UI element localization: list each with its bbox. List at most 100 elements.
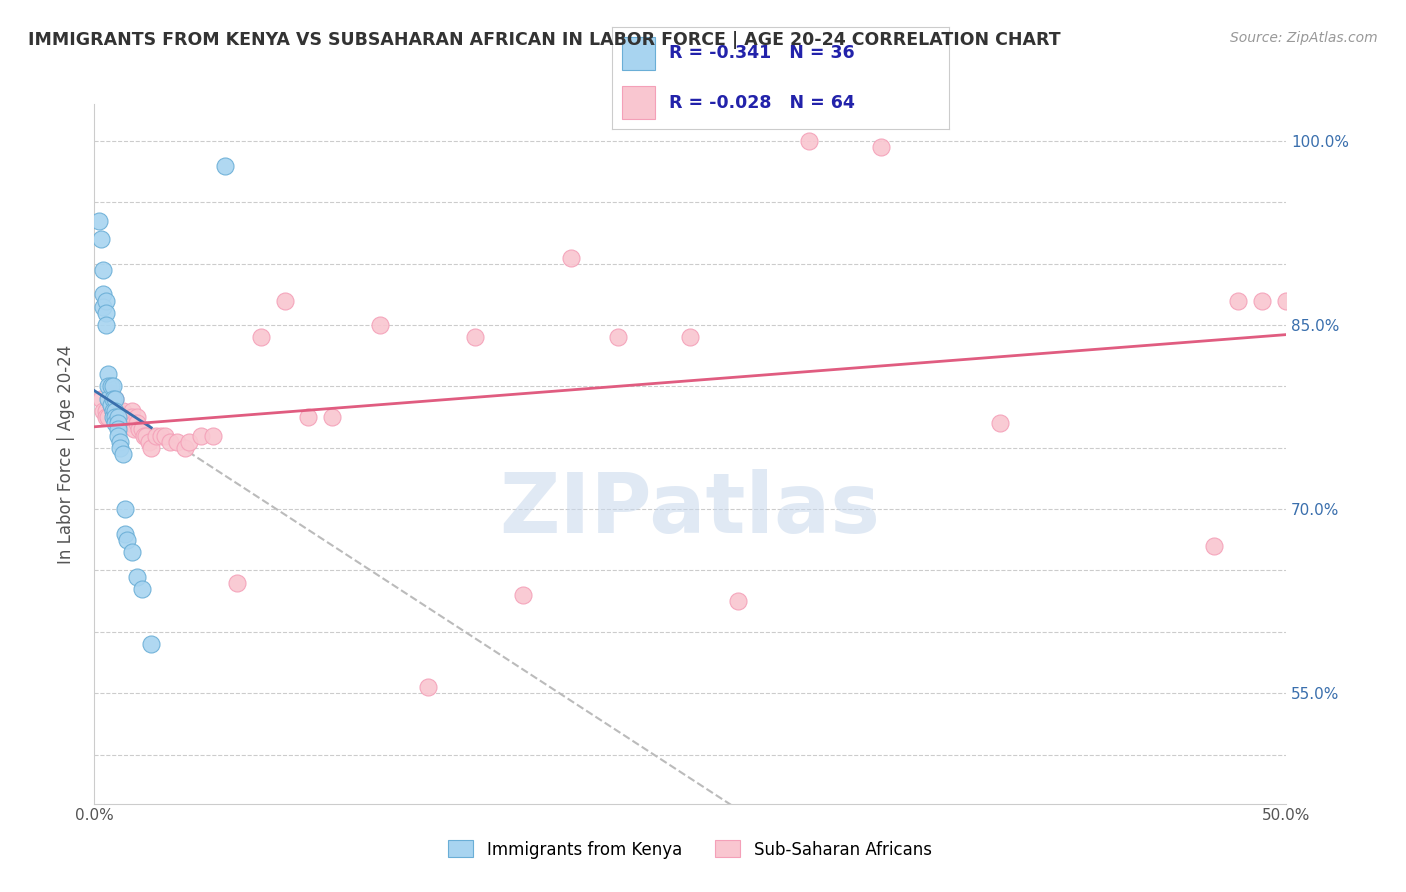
Point — [464, 330, 486, 344]
Point — [101, 404, 124, 418]
Point — [100, 398, 122, 412]
Point — [97, 410, 120, 425]
Point — [104, 404, 127, 418]
Point — [101, 379, 124, 393]
Point — [107, 410, 129, 425]
Point — [111, 404, 134, 418]
Point — [94, 404, 117, 418]
Legend: Immigrants from Kenya, Sub-Saharan Africans: Immigrants from Kenya, Sub-Saharan Afric… — [441, 834, 938, 865]
Point — [226, 575, 249, 590]
Point — [117, 410, 139, 425]
Point — [797, 134, 820, 148]
Text: Source: ZipAtlas.com: Source: ZipAtlas.com — [1230, 31, 1378, 45]
Point — [104, 416, 127, 430]
Point — [101, 392, 124, 406]
Point — [988, 416, 1011, 430]
Point — [104, 398, 127, 412]
Point — [869, 140, 891, 154]
Point — [114, 410, 136, 425]
Point — [141, 441, 163, 455]
Point — [679, 330, 702, 344]
Point — [121, 410, 143, 425]
Point — [145, 428, 167, 442]
Point — [138, 434, 160, 449]
Point — [173, 441, 195, 455]
Point — [100, 385, 122, 400]
Point — [104, 392, 127, 406]
Text: R = -0.341   N = 36: R = -0.341 N = 36 — [669, 45, 855, 62]
Point — [93, 404, 115, 418]
Point — [107, 428, 129, 442]
Point — [94, 410, 117, 425]
Text: ZIPatlas: ZIPatlas — [499, 469, 880, 550]
Point — [607, 330, 630, 344]
Point — [321, 410, 343, 425]
Bar — [621, 37, 655, 70]
Point — [94, 293, 117, 308]
Point — [97, 367, 120, 381]
Point — [94, 306, 117, 320]
Point — [727, 594, 749, 608]
Point — [121, 545, 143, 559]
Point — [125, 416, 148, 430]
Point — [107, 404, 129, 418]
Text: R = -0.028   N = 64: R = -0.028 N = 64 — [669, 94, 855, 112]
Point — [94, 318, 117, 332]
Point — [118, 410, 141, 425]
Point — [118, 416, 141, 430]
Point — [101, 398, 124, 412]
Point — [416, 680, 439, 694]
Point — [132, 428, 155, 442]
Point — [159, 434, 181, 449]
Point — [125, 569, 148, 583]
Point — [155, 428, 177, 442]
Point — [108, 434, 131, 449]
Point — [273, 293, 295, 308]
Point — [93, 287, 115, 301]
Point — [90, 392, 112, 406]
Point — [104, 410, 127, 425]
Point — [100, 398, 122, 412]
Point — [108, 410, 131, 425]
Point — [124, 422, 146, 436]
Point — [97, 379, 120, 393]
Point — [214, 159, 236, 173]
Point — [1227, 293, 1250, 308]
Text: IMMIGRANTS FROM KENYA VS SUBSAHARAN AFRICAN IN LABOR FORCE | AGE 20-24 CORRELATI: IMMIGRANTS FROM KENYA VS SUBSAHARAN AFRI… — [28, 31, 1060, 49]
Point — [141, 637, 163, 651]
Point — [93, 263, 115, 277]
Point — [297, 410, 319, 425]
Point — [124, 416, 146, 430]
Point — [117, 533, 139, 547]
Point — [93, 300, 115, 314]
Point — [202, 428, 225, 442]
Point — [87, 213, 110, 227]
Point — [1275, 293, 1298, 308]
Point — [111, 410, 134, 425]
Point — [104, 392, 127, 406]
Point — [1251, 293, 1274, 308]
Bar — [621, 87, 655, 119]
Point — [107, 416, 129, 430]
Point — [1204, 539, 1226, 553]
Point — [107, 410, 129, 425]
Point — [101, 404, 124, 418]
Point — [131, 422, 153, 436]
Point — [128, 422, 150, 436]
Point — [100, 379, 122, 393]
Point — [131, 582, 153, 596]
Point — [149, 428, 172, 442]
Point — [250, 330, 273, 344]
Point — [97, 392, 120, 406]
Point — [512, 588, 534, 602]
Point — [108, 416, 131, 430]
Point — [368, 318, 391, 332]
Point — [108, 441, 131, 455]
Point — [135, 428, 157, 442]
Point — [114, 416, 136, 430]
Point — [114, 502, 136, 516]
Point — [179, 434, 201, 449]
Point — [101, 410, 124, 425]
Point — [117, 416, 139, 430]
Y-axis label: In Labor Force | Age 20-24: In Labor Force | Age 20-24 — [58, 344, 75, 564]
